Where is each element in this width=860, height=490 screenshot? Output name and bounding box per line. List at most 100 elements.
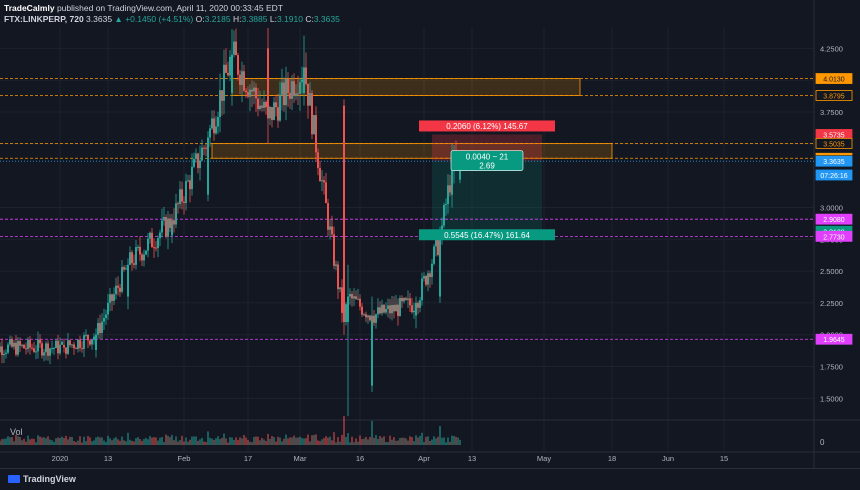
volume-bar [331,440,333,445]
candle-body [231,54,233,93]
candle-body [115,285,117,295]
candle-body [253,87,255,92]
candle-body [97,322,99,335]
volume-bar [71,436,73,445]
volume-bar [315,434,317,445]
candle-body [295,93,297,97]
candle-body [165,217,167,237]
volume-bar [445,442,447,445]
volume-bar [341,434,343,445]
volume-bar [253,437,255,445]
volume-bar [217,436,219,445]
candle-body [161,220,163,233]
volume-bar [111,440,113,445]
candle-body [77,339,79,349]
candle-body [321,180,323,182]
volume-bar [435,438,437,445]
volume-bar [369,436,371,445]
candle-body [309,93,311,106]
candle-body [277,107,279,121]
volume-bar [183,441,185,445]
candle-body [343,105,345,323]
volume-bar [51,440,53,445]
candle-body [85,334,87,336]
price-tag [815,230,853,242]
candle-body [367,315,369,318]
volume-bar [303,438,305,445]
volume-bar [453,436,455,445]
candles-layer [0,28,461,417]
candle-body [39,339,41,344]
candle-body [293,81,295,97]
volume-bar [171,434,173,445]
volume-bar [337,437,339,445]
volume-bar [105,441,107,445]
center-label-line-1: 0.0040 ~ 21 [466,153,509,162]
volume-bar [179,440,181,445]
volume-bar [13,441,15,445]
center-label-line-2: 2.69 [479,162,495,171]
volume-bar [333,432,335,445]
candle-body [313,115,315,135]
candle-body [33,348,35,352]
low-label: L: [269,14,277,24]
target-label: 0.5545 (16.47%) 161.64 [444,231,530,240]
candle-body [179,189,181,205]
candle-body [381,304,383,314]
volume-bar [313,434,315,445]
volume-bar [141,440,143,445]
volume-bar [139,439,141,445]
candle-body [191,166,193,190]
candle-body [167,218,169,237]
resistance-zone [211,142,613,159]
price-tags: 4.01303.87953.57353.50353.38653.36753.36… [815,73,853,345]
volume-bar [189,439,191,445]
stop-label-box [419,120,555,132]
candle-body [189,180,191,190]
candle-body [227,72,229,76]
tradingview-logo[interactable]: TradingView [8,474,76,484]
candle-body [431,263,433,278]
volume-bar [201,437,203,445]
symbol-name[interactable]: FTX:LINKPERP, 720 [4,14,84,24]
candle-body [19,340,21,346]
candle-body [403,298,405,302]
candle-body [221,90,223,101]
candle-body [121,267,123,292]
volume-bar [181,435,183,445]
candle-body [201,147,203,161]
candle-body [117,285,119,288]
price-chart[interactable]: 4.25004.00003.75003.50003.00002.75002.50… [0,0,860,468]
candle-body [285,78,287,106]
candle-body [255,87,257,99]
volume-bar [205,442,207,445]
volume-bar [433,436,435,445]
publisher-name[interactable]: TradeCalmly [4,3,55,13]
volume-bar [53,441,55,445]
volume-bar [249,441,251,445]
candle-body [317,152,319,169]
volume-bar [227,442,229,445]
candle-body [331,226,333,235]
volume-bar [413,441,415,445]
price-tag-label: 07:26:16 [820,173,847,180]
volume-bar [295,437,297,445]
volume-bar [137,437,139,445]
volume-bar [49,439,51,445]
volume-bar [159,437,161,445]
volume-bar [25,441,27,445]
volume-bar [375,435,377,445]
volume-bar [109,438,111,445]
volume-bars [0,416,461,445]
candle-body [175,203,177,225]
candle-body [61,341,63,345]
volume-bar [175,436,177,445]
time-tick-label: 17 [244,454,252,463]
volume-bar [107,435,109,445]
candle-body [95,334,97,350]
candle-body [79,339,81,348]
volume-bar [357,441,359,445]
price-tag [815,90,853,101]
time-tick-label: Feb [178,454,191,463]
candle-body [391,304,393,314]
